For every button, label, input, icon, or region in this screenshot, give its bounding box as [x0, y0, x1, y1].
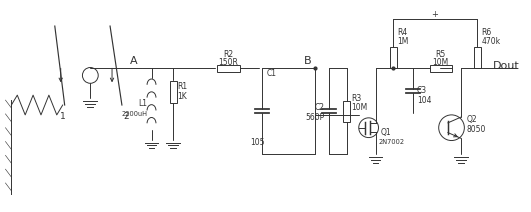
- Text: 104: 104: [417, 96, 432, 105]
- Text: C1: C1: [267, 69, 277, 78]
- Text: 150R: 150R: [219, 58, 238, 67]
- Text: R5: R5: [435, 50, 446, 59]
- Text: 1: 1: [60, 112, 65, 121]
- Bar: [344, 100, 350, 122]
- Text: A: A: [130, 56, 138, 66]
- Bar: [430, 65, 451, 72]
- Bar: [390, 47, 397, 68]
- Text: 8050: 8050: [466, 125, 486, 134]
- Text: R2: R2: [224, 50, 234, 59]
- Text: B: B: [304, 56, 311, 66]
- Text: R4: R4: [397, 28, 407, 38]
- Text: Q2: Q2: [466, 115, 477, 124]
- Bar: [217, 65, 241, 72]
- Text: R1: R1: [177, 82, 187, 91]
- Text: 10M: 10M: [351, 103, 367, 113]
- Bar: [474, 47, 481, 68]
- Text: 470k: 470k: [481, 37, 500, 46]
- Text: +: +: [431, 10, 438, 19]
- Text: 2: 2: [123, 112, 129, 121]
- Text: C3: C3: [417, 86, 427, 95]
- Text: Dout: Dout: [493, 61, 520, 71]
- Text: 560P: 560P: [305, 113, 324, 122]
- Text: 10M: 10M: [433, 58, 449, 67]
- Text: C2: C2: [314, 103, 324, 113]
- Text: R6: R6: [481, 28, 491, 38]
- Text: 1M: 1M: [397, 37, 409, 46]
- Text: Q1: Q1: [381, 128, 391, 137]
- Text: R3: R3: [351, 94, 361, 103]
- Text: 2200uH: 2200uH: [122, 111, 148, 117]
- Text: L1: L1: [139, 99, 148, 107]
- Text: 1K: 1K: [177, 92, 187, 101]
- Text: 105: 105: [250, 138, 264, 147]
- Text: 2N7002: 2N7002: [379, 138, 405, 145]
- Bar: [170, 81, 177, 103]
